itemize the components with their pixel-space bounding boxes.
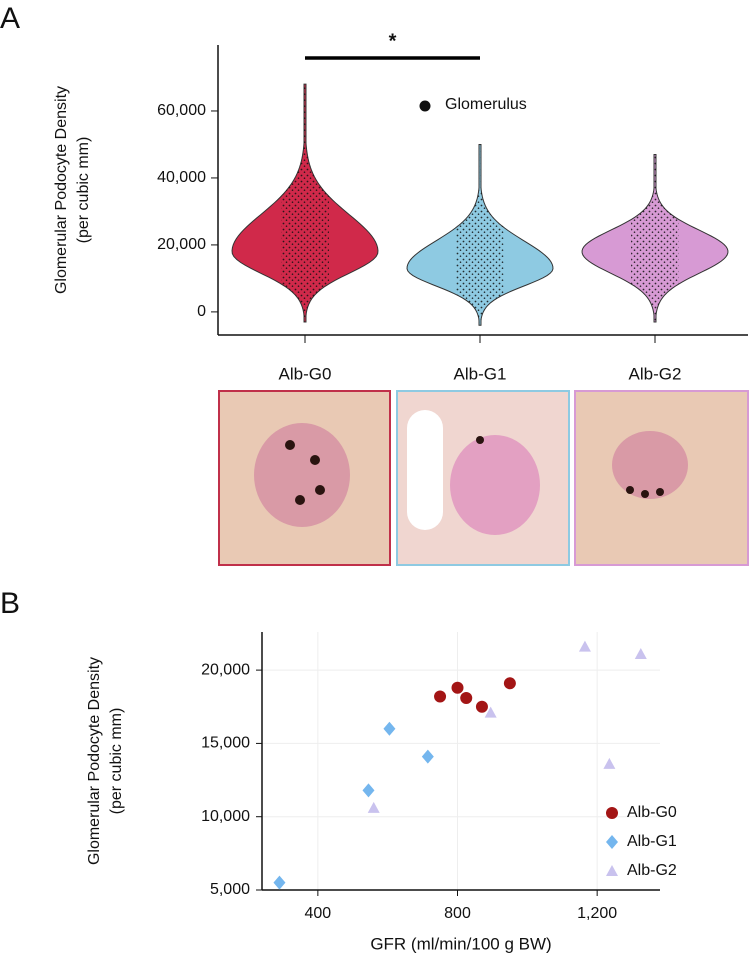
y-tick-label: 60,000: [157, 102, 206, 119]
point: [460, 691, 473, 704]
legend-label: Alb-G2: [627, 862, 677, 879]
x-tick-label: 1,200: [577, 905, 617, 922]
y-tick-label: 0: [197, 303, 206, 320]
points-texture: [631, 154, 679, 322]
y-axis-label: Glomerular Podocyte Density: [86, 657, 103, 865]
points-texture: [281, 84, 329, 322]
x-tick-label: Alb-G1: [454, 364, 507, 383]
point: [503, 677, 516, 690]
point: [578, 640, 591, 652]
legend-marker: [419, 100, 431, 112]
y-axis-label: (per cubic mm): [75, 137, 92, 244]
x-tick-label: 400: [305, 905, 332, 922]
histology-images: [218, 390, 749, 566]
legend-label: Alb-G1: [627, 833, 677, 850]
legend-label: Alb-G0: [627, 804, 677, 821]
panel-letter: B: [0, 587, 20, 620]
x-tick-label: Alb-G2: [629, 364, 682, 383]
y-tick-label: 10,000: [201, 808, 250, 825]
legend-marker: [606, 835, 618, 849]
point: [273, 875, 286, 890]
panel-letter: A: [0, 2, 20, 35]
points-texture: [456, 144, 504, 326]
point: [484, 706, 497, 718]
y-axis-label: (per cubic mm): [108, 708, 125, 815]
y-tick-label: 15,000: [201, 735, 250, 752]
point: [451, 681, 464, 694]
point: [434, 690, 447, 703]
y-axis-label: Glomerular Podocyte Density: [53, 86, 70, 294]
y-tick-label: 20,000: [201, 661, 250, 678]
point: [475, 700, 488, 713]
point: [367, 801, 380, 813]
point: [634, 647, 647, 659]
point: [421, 749, 434, 764]
legend-marker: [606, 807, 618, 819]
x-tick-label: Alb-G0: [279, 364, 332, 383]
significance-label: *: [389, 30, 397, 52]
point: [383, 721, 396, 736]
x-axis-label: GFR (ml/min/100 g BW): [370, 934, 551, 953]
y-tick-label: 5,000: [210, 881, 250, 898]
y-tick-label: 20,000: [157, 236, 206, 253]
y-tick-label: 40,000: [157, 169, 206, 186]
x-tick-label: 800: [444, 905, 471, 922]
legend-label: Glomerulus: [445, 96, 527, 113]
point: [362, 783, 375, 798]
legend-marker: [606, 865, 618, 876]
point: [603, 757, 616, 769]
